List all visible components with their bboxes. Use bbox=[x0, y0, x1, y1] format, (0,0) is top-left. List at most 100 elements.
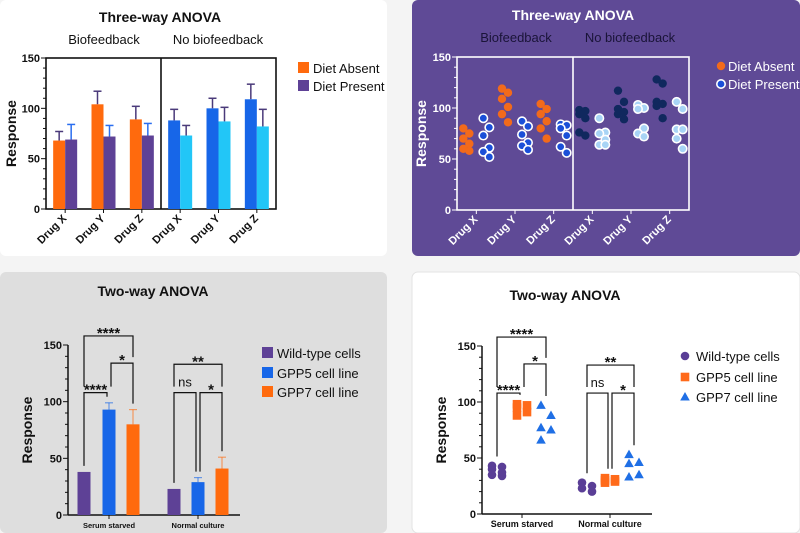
y-axis-label: Response bbox=[433, 396, 449, 463]
significance-label: **** bbox=[497, 382, 521, 399]
significance-label: **** bbox=[84, 382, 108, 399]
data-point bbox=[503, 102, 513, 112]
y-tick-label: 100 bbox=[22, 103, 40, 115]
data-point bbox=[555, 123, 566, 134]
significance-bracket bbox=[586, 364, 635, 388]
chart-panel-3: Two-way ANOVA Response 0 50 100 150 Wild-type … bbox=[0, 272, 387, 533]
data-point bbox=[561, 130, 572, 141]
data-point bbox=[619, 115, 629, 124]
legend-swatch bbox=[298, 80, 309, 91]
data-point bbox=[619, 97, 629, 107]
data-point bbox=[497, 471, 507, 481]
data-point bbox=[594, 128, 605, 139]
y-tick-label: 100 bbox=[458, 397, 476, 409]
data-point bbox=[478, 130, 489, 141]
data-point bbox=[677, 104, 688, 115]
data-point bbox=[600, 139, 611, 150]
legend-label: Diet Absent bbox=[313, 61, 380, 76]
data-point bbox=[555, 141, 566, 152]
bar bbox=[180, 135, 193, 209]
data-point bbox=[658, 79, 667, 88]
y-tick-label: 50 bbox=[28, 154, 40, 166]
legend-swatch bbox=[262, 367, 273, 378]
data-point bbox=[497, 94, 507, 104]
significance-bracket bbox=[199, 392, 223, 472]
significance-bracket bbox=[523, 363, 547, 396]
y-tick-label: 150 bbox=[22, 53, 40, 65]
y-tick-label: 150 bbox=[433, 52, 451, 64]
significance-bracket bbox=[611, 392, 635, 469]
significance-label: ns bbox=[178, 375, 192, 390]
y-tick-label: 0 bbox=[470, 509, 476, 521]
y-tick-label: 100 bbox=[433, 103, 451, 115]
legend-swatch bbox=[262, 347, 273, 358]
significance-label: ** bbox=[192, 353, 204, 370]
significance-label: * bbox=[620, 382, 626, 399]
bar bbox=[91, 104, 104, 209]
data-point bbox=[512, 411, 522, 420]
y-tick-label: 150 bbox=[458, 341, 476, 353]
y-tick-label: 100 bbox=[44, 397, 62, 409]
bar bbox=[167, 488, 181, 515]
data-point bbox=[613, 86, 623, 95]
y-tick-label: 0 bbox=[56, 510, 62, 522]
x-tick-label: Serum starved bbox=[83, 521, 136, 530]
significance-bracket bbox=[496, 336, 547, 388]
chart-panel-4: Two-way ANOVA Response 0 50 100 150 Wild-type … bbox=[411, 271, 800, 533]
y-axis-label: Response bbox=[413, 100, 429, 167]
data-point bbox=[613, 109, 623, 119]
data-point bbox=[575, 109, 584, 119]
legend-label: Diet Present bbox=[728, 77, 800, 92]
data-point bbox=[497, 109, 507, 119]
bar bbox=[206, 108, 219, 209]
legend-label: GPP5 cell line bbox=[696, 370, 778, 385]
data-point bbox=[671, 133, 682, 144]
bar bbox=[126, 424, 140, 515]
significance-bracket bbox=[586, 392, 609, 474]
bar bbox=[65, 139, 78, 209]
legend-label: Diet Present bbox=[313, 79, 385, 94]
data-point bbox=[587, 487, 597, 496]
legend-label: Wild-type cells bbox=[277, 346, 361, 361]
data-point bbox=[652, 75, 661, 84]
bar bbox=[103, 136, 116, 209]
data-point bbox=[677, 143, 688, 154]
data-point bbox=[536, 400, 546, 409]
y-tick-label: 50 bbox=[464, 453, 476, 465]
y-tick-label: 50 bbox=[439, 154, 451, 166]
bar bbox=[191, 482, 205, 515]
chart-title: Three-way ANOVA bbox=[99, 9, 221, 25]
significance-label: **** bbox=[97, 325, 121, 342]
data-point bbox=[624, 449, 634, 459]
data-point bbox=[459, 134, 468, 143]
data-point bbox=[536, 435, 546, 444]
data-point bbox=[542, 134, 551, 143]
data-point bbox=[542, 104, 551, 114]
significance-label: * bbox=[532, 353, 538, 370]
legend-marker bbox=[716, 61, 726, 71]
data-point bbox=[503, 88, 513, 97]
x-tick-label: Normal culture bbox=[172, 521, 225, 530]
bar bbox=[218, 121, 231, 209]
data-point bbox=[459, 124, 468, 133]
data-point bbox=[536, 124, 545, 133]
bar bbox=[215, 468, 229, 515]
data-point bbox=[600, 478, 610, 487]
bar bbox=[129, 119, 142, 209]
chart-panel-1: Three-way ANOVA Response 0 50 100 150 Diet Abs… bbox=[0, 0, 387, 256]
data-point bbox=[610, 477, 620, 486]
chart-card bbox=[0, 272, 387, 533]
data-point bbox=[516, 129, 527, 140]
legend-label: Wild-type cells bbox=[696, 349, 780, 364]
y-axis-label: Response bbox=[19, 396, 35, 463]
data-point bbox=[522, 401, 532, 410]
significance-label: * bbox=[208, 382, 214, 399]
panel-label: Biofeedback bbox=[480, 30, 552, 45]
bar bbox=[102, 409, 116, 515]
data-point bbox=[658, 114, 667, 123]
data-point bbox=[671, 96, 682, 107]
significance-label: ** bbox=[605, 354, 617, 371]
data-point bbox=[484, 151, 495, 162]
